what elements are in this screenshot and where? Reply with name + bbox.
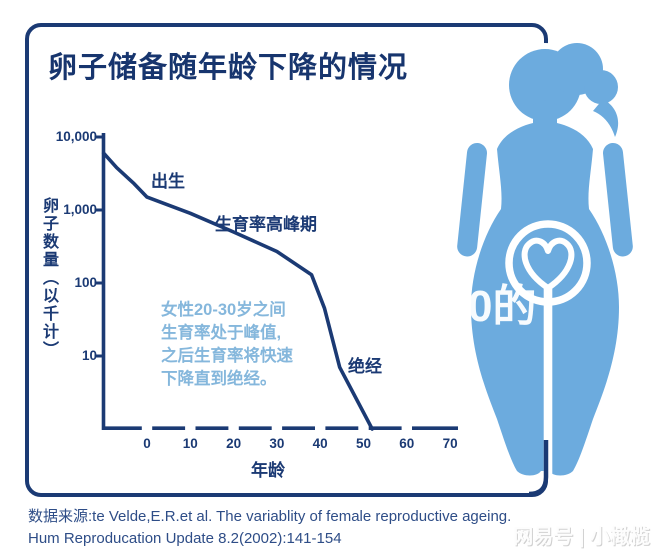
leg-gap xyxy=(543,285,553,479)
y-tick-1000: 1,000 xyxy=(63,202,97,217)
platform-watermark: 网易号 | 小橄榄 xyxy=(513,526,650,548)
y-tick-10: 10 xyxy=(81,348,97,363)
fertility-note-line: 之后生育率将快速 xyxy=(161,347,293,365)
peak-fertility-annotation: 生育率高峰期 xyxy=(215,215,317,234)
fertility-note-line: 下降直到绝经。 xyxy=(161,370,277,388)
x-tick-0: 0 xyxy=(143,436,151,451)
x-tick-50: 50 xyxy=(355,436,372,451)
heart-icon xyxy=(521,237,575,291)
x-tick-70: 70 xyxy=(442,436,458,451)
fertility-note: 女性20-30岁之间 生育率处于峰值, 之后生育率将快速 下降直到绝经。 xyxy=(161,299,293,391)
x-tick-30: 30 xyxy=(269,436,285,451)
source-line-1: 数据来源:te Velde,E.R.et al. The variablity … xyxy=(28,508,512,525)
y-tick-100: 100 xyxy=(74,275,97,290)
fertility-note-line: 女性20-30岁之间 xyxy=(161,301,286,319)
source-line-2: Hum Reproducation Update 8.2(2002):141-1… xyxy=(28,530,342,547)
y-axis-title: 卵子数量（以千计） xyxy=(40,197,57,359)
x-tick-20: 20 xyxy=(226,436,242,451)
center-watermark: 0的 xyxy=(468,282,537,331)
y-tick-10000: 10,000 xyxy=(55,129,97,144)
fertility-note-line: 生育率处于峰值, xyxy=(161,324,282,342)
page-title: 卵子储备随年龄下降的情况 xyxy=(48,52,409,84)
frame-corner-segment xyxy=(528,440,549,497)
menopause-annotation: 绝经 xyxy=(348,357,382,376)
egg-count-curve xyxy=(101,151,374,431)
x-tick-40: 40 xyxy=(312,436,328,451)
birth-annotation: 出生 xyxy=(151,172,185,191)
data-source: 数据来源:te Velde,E.R.et al. The variablity … xyxy=(28,506,568,550)
y-axis-ticks xyxy=(94,135,104,358)
x-tick-60: 60 xyxy=(399,436,415,451)
x-tick-10: 10 xyxy=(182,436,198,451)
pregnant-woman-heart-icon xyxy=(425,25,660,497)
x-axis-title: 年龄 xyxy=(251,461,285,480)
